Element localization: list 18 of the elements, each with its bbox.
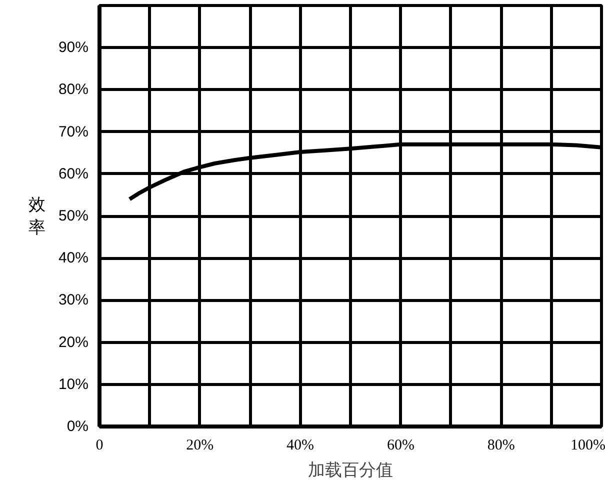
x-tick-label: 40% [286, 438, 314, 454]
y-tick-label: 20% [58, 334, 89, 351]
y-tick-label: 50% [58, 208, 89, 224]
x-tick-label: 100% [570, 438, 605, 454]
y-tick-label: 10% [58, 376, 89, 393]
x-tick-label: 0 [96, 438, 104, 454]
x-tick-label: 60% [386, 438, 414, 454]
y-tick-label: 30% [58, 292, 89, 309]
x-tick-label: 20% [186, 438, 214, 454]
x-axis-title: 加载百分值 [308, 460, 393, 480]
y-tick-label: 0% [66, 418, 89, 435]
y-tick-label: 70% [58, 123, 89, 140]
y-tick-label: 90% [58, 39, 89, 56]
y-tick-label: 80% [58, 81, 89, 98]
y-tick-label: 60% [58, 165, 89, 182]
x-tick-label: 80% [487, 438, 515, 454]
y-axis-title: 效率 [28, 195, 46, 237]
y-tick-label: 40% [58, 250, 89, 267]
